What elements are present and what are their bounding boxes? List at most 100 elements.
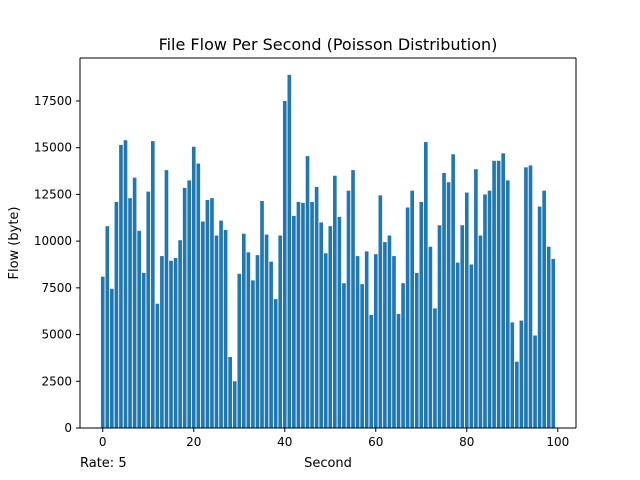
bar-second-57 [360,284,364,428]
bar-second-60 [373,254,378,428]
bar-second-41 [287,74,292,428]
bar-second-78 [455,262,460,428]
bar-second-16 [173,257,178,428]
bar-second-12 [155,303,160,428]
bar-second-23 [205,200,210,428]
bar-second-10 [146,191,151,428]
bar-second-42 [292,215,296,428]
y-tick-label-2500: 2500 [41,374,72,388]
bar-second-18 [182,187,187,428]
bar-second-27 [223,229,228,428]
bar-second-71 [424,142,428,428]
bar-second-77 [451,154,455,429]
bar-second-87 [496,160,501,428]
bar-second-81 [469,264,474,428]
bar-second-6 [128,198,132,428]
bar-second-56 [355,256,360,428]
bar-second-66 [401,283,405,428]
bar-second-8 [137,230,141,428]
bar-second-94 [528,165,533,428]
y-tick-label-12500: 12500 [34,187,72,201]
x-tick-label-40: 40 [277,435,292,449]
x-tick-label-60: 60 [368,435,383,449]
bar-second-4 [119,144,123,428]
bar-second-0 [100,276,105,428]
y-axis-label: Flow (byte) [7,207,22,280]
bar-second-9 [141,272,146,428]
bar-second-50 [328,226,333,428]
bar-second-11 [150,141,155,428]
y-tick-label-0: 0 [64,421,72,435]
bar-second-51 [333,175,337,428]
bar-second-55 [351,170,355,428]
bar-second-96 [537,206,542,428]
bar-second-44 [301,202,305,428]
x-axis-label: Second [304,456,352,471]
bar-second-70 [419,201,424,428]
bar-second-90 [510,322,515,428]
x-tick-label-20: 20 [186,435,201,449]
bars-group [100,74,556,429]
bar-second-53 [342,283,346,428]
bar-second-45 [305,156,310,429]
bar-second-68 [410,190,414,428]
bar-second-95 [533,335,537,428]
y-tick-label-10000: 10000 [34,234,72,248]
bar-second-99 [551,258,556,428]
bar-second-76 [446,182,451,428]
bar-second-2 [110,288,114,428]
bar-second-21 [196,163,201,428]
bar-second-26 [219,220,223,428]
bar-second-62 [383,242,387,428]
bar-second-14 [164,170,169,428]
bar-second-54 [346,190,351,428]
bar-second-39 [278,235,283,428]
x-tick-label-100: 100 [546,435,569,449]
bar-second-30 [237,273,242,428]
bar-second-58 [364,251,369,428]
bar-second-20 [191,146,196,428]
bar-second-72 [428,246,433,428]
bar-second-84 [483,194,487,428]
bar-second-69 [414,272,419,428]
bar-second-82 [474,169,478,428]
bar-second-33 [251,280,255,428]
bar-second-47 [314,186,319,428]
x-axis-ticks: 0 20 40 60 80 100 [99,428,569,449]
rate-annotation: Rate: 5 [80,456,127,471]
y-axis-ticks: 0 2500 5000 7500 10000 12500 15000 17500 [34,94,80,435]
bar-second-61 [378,195,383,428]
bar-second-59 [369,314,374,428]
bar-second-17 [178,240,182,428]
bar-second-46 [310,201,314,428]
bar-second-29 [232,381,237,428]
bar-second-36 [264,234,269,428]
bar-second-92 [519,320,524,428]
bar-second-1 [105,226,110,428]
bar-second-37 [269,261,273,428]
bar-second-24 [210,198,214,428]
bar-second-3 [114,201,119,428]
bar-second-15 [169,260,173,428]
bar-second-93 [524,167,528,428]
bar-second-13 [160,256,164,428]
bar-second-88 [501,153,506,429]
bar-second-65 [396,314,401,428]
bar-second-64 [392,256,396,428]
bar-second-49 [323,253,328,428]
bar-second-91 [515,361,519,428]
bar-second-83 [478,235,483,428]
bar-second-40 [282,100,287,428]
bar-second-89 [505,180,510,428]
bar-second-73 [433,308,437,428]
bar-second-97 [542,190,546,428]
axes-frame [79,57,577,429]
bar-second-80 [464,192,469,428]
bar-second-31 [242,233,246,428]
bar-second-38 [273,299,278,428]
bar-second-34 [255,255,260,428]
bar-second-98 [546,246,551,428]
x-tick-label-0: 0 [99,435,107,449]
bar-second-25 [214,235,219,428]
